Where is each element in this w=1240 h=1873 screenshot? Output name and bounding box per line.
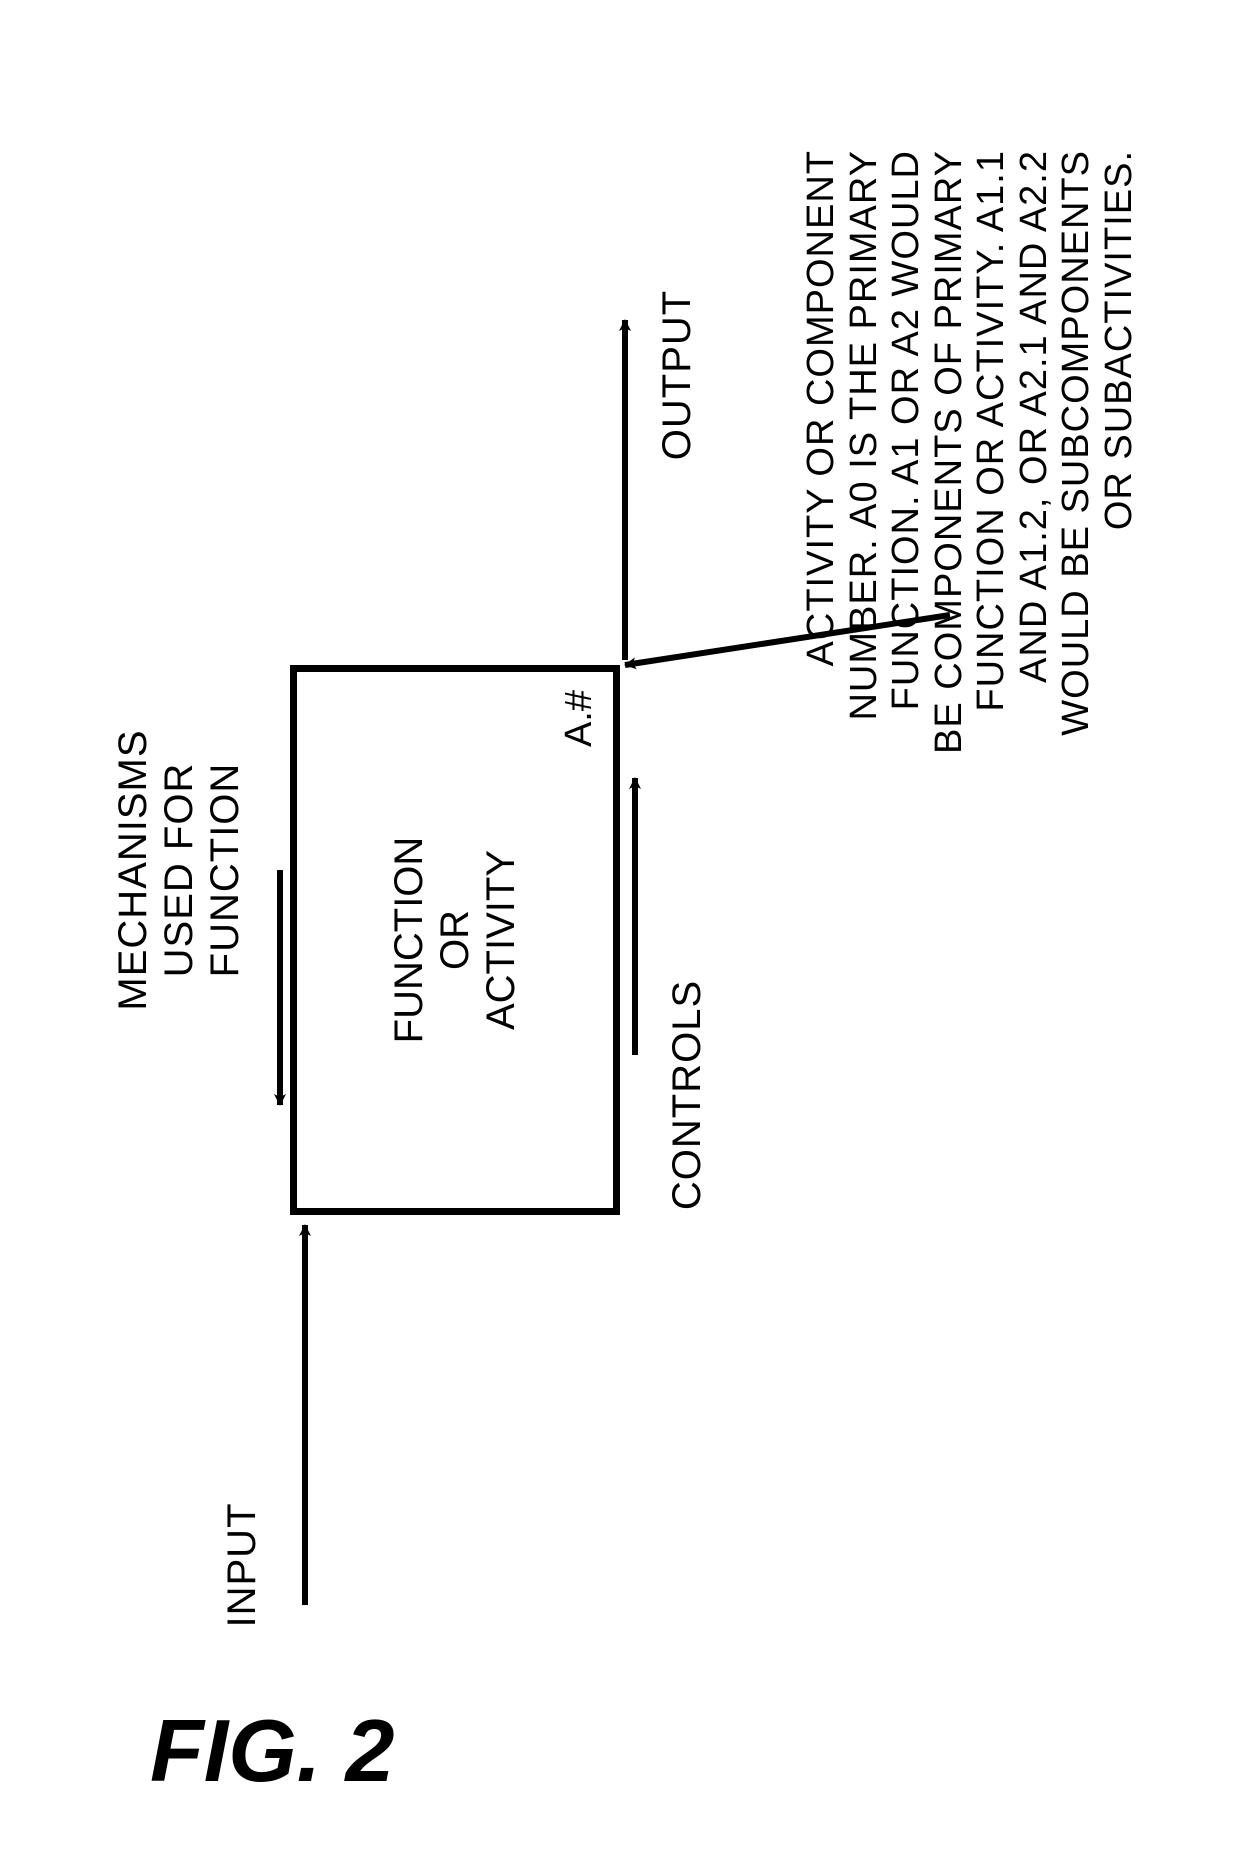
mechanisms-label-line3: FUNCTION — [202, 690, 248, 1050]
figure-stage: FUNCTION OR ACTIVITY A.# INPUT CONTROLS … — [0, 0, 1240, 1873]
annotation-line: FUNCTION OR ACTIVITY. A1.1 — [970, 150, 1013, 770]
annotation-line: FUNCTION. A1 OR A2 WOULD — [885, 150, 928, 770]
controls-label-text: CONTROLS — [665, 980, 709, 1210]
figure-caption: FIG. 2 — [150, 1700, 395, 1802]
output-label: OUTPUT — [655, 250, 705, 500]
output-label-text: OUTPUT — [655, 290, 699, 460]
function-box-title: FUNCTION OR ACTIVITY — [386, 672, 524, 1208]
function-box-wrap: FUNCTION OR ACTIVITY A.# — [290, 665, 620, 1215]
annotation-line: WOULD BE SUBCOMPONENTS — [1055, 150, 1098, 770]
function-box: FUNCTION OR ACTIVITY A.# — [290, 665, 620, 1215]
function-box-line3: ACTIVITY — [478, 672, 524, 1208]
function-box-line1: FUNCTION — [386, 672, 432, 1208]
annotation-line: ACTIVITY OR COMPONENT — [800, 150, 843, 770]
annotation-line: AND A1.2, OR A2.1 AND A2.2 — [1013, 150, 1056, 770]
mechanisms-label-line2: USED FOR — [156, 690, 202, 1050]
input-label: INPUT — [220, 1465, 270, 1665]
annotation-line: BE COMPONENTS OF PRIMARY — [928, 150, 971, 770]
function-box-line2: OR — [432, 672, 478, 1208]
activity-number-annotation: ACTIVITY OR COMPONENT NUMBER. A0 IS THE … — [800, 150, 1160, 770]
annotation-line: OR SUBACTIVITIES. — [1098, 150, 1141, 770]
mechanisms-label: MECHANISMS USED FOR FUNCTION — [110, 690, 280, 1050]
input-label-text: INPUT — [220, 1503, 264, 1628]
mechanisms-label-line1: MECHANISMS — [110, 690, 156, 1050]
function-box-corner: A.# — [558, 690, 601, 747]
annotation-line: NUMBER. A0 IS THE PRIMARY — [843, 150, 886, 770]
controls-label: CONTROLS — [665, 945, 715, 1245]
